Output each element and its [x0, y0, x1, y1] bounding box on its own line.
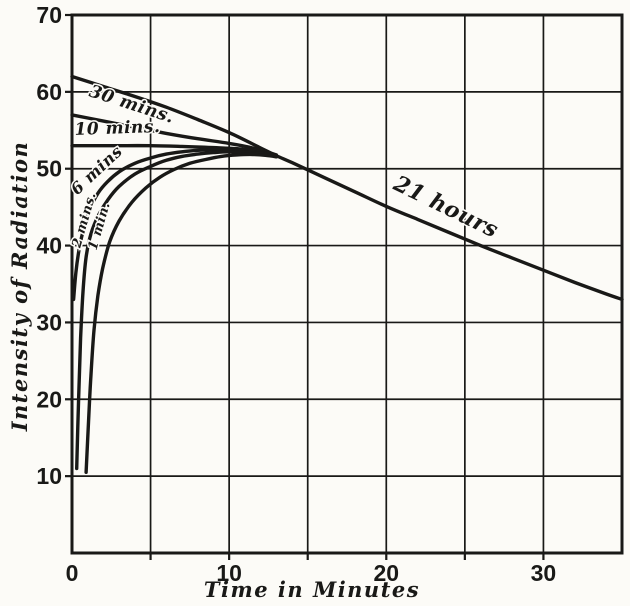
y-tick-label-10: 10	[36, 463, 62, 489]
y-tick-label-60: 60	[36, 79, 62, 105]
curve-21-hours	[70, 74, 624, 302]
y-tick-label-40: 40	[36, 233, 62, 259]
x-tick-label-20: 20	[373, 560, 399, 586]
y-axis-title: Intensity of Radiation	[7, 141, 32, 433]
y-tick-label-70: 70	[36, 2, 62, 28]
curve-6-mins	[71, 147, 278, 302]
y-tick-label-50: 50	[36, 156, 62, 182]
y-tick-label-20: 20	[36, 386, 62, 412]
curve-label-10-mins: 10 mins.	[74, 117, 161, 140]
curve-1-min	[84, 152, 278, 474]
plot-frame	[70, 13, 624, 555]
curve-30-mins	[70, 113, 278, 157]
x-axis-title: Time in Minutes	[204, 577, 420, 602]
y-tick-label-30: 30	[36, 309, 62, 335]
x-tick-label-0: 0	[66, 560, 79, 586]
curve-2-mins	[75, 150, 278, 471]
x-tick-label-30: 30	[531, 560, 557, 586]
x-tick-label-10: 10	[216, 560, 242, 586]
